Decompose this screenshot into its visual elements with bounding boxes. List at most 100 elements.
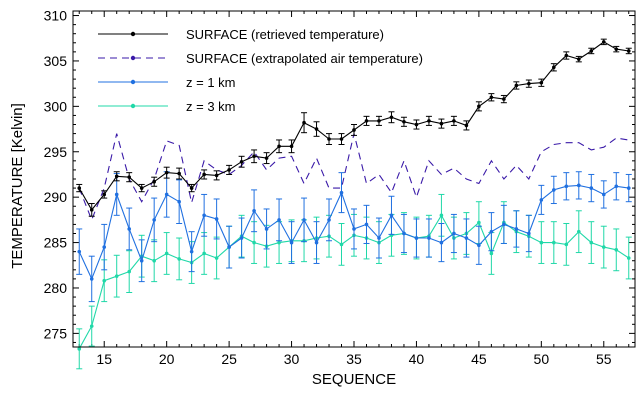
series-0-point	[227, 168, 231, 172]
y-tick-label: 285	[44, 235, 68, 251]
series-0-point	[114, 174, 119, 179]
series-2-point	[564, 184, 569, 189]
series-2-point	[339, 190, 344, 195]
series-2-point	[189, 249, 194, 254]
legend-swatch-marker	[130, 103, 136, 109]
y-tick-label: 280	[44, 280, 68, 296]
series-2-point	[239, 236, 244, 240]
series-0-point	[527, 81, 531, 86]
series-2-point	[514, 227, 519, 231]
plot-frame	[72, 10, 636, 348]
series-0-point	[601, 40, 606, 44]
series-0-point	[377, 119, 381, 123]
series-3-point	[277, 240, 281, 245]
x-tick-label: 50	[534, 351, 550, 367]
legend-label: SURFACE (extrapolated air temperature)	[186, 51, 423, 66]
legend-label: SURFACE (retrieved temperature)	[186, 27, 384, 42]
series-0-point	[564, 53, 569, 58]
series-0-point	[289, 144, 294, 149]
x-tick-label: 30	[284, 351, 300, 367]
series-2-point	[264, 227, 269, 231]
series-2-point	[552, 188, 556, 192]
series-2-point	[139, 258, 144, 263]
series-2-point	[626, 186, 631, 190]
series-0-point	[102, 192, 107, 197]
x-tick-label: 35	[346, 351, 362, 367]
plot-area: 15 20 25 30 35 40 45 50 55 275 280 285 290 295 300 305 3…	[44, 8, 635, 370]
y-axis-title: TEMPERATURE [Kelvin]	[9, 103, 26, 269]
series-0-point	[427, 119, 431, 123]
series-2-point	[502, 222, 506, 227]
series-0-point	[352, 128, 356, 132]
series-0-point	[502, 97, 506, 101]
series-0-point	[189, 186, 194, 190]
x-tick-label: 55	[596, 351, 612, 367]
series-2-point	[164, 192, 169, 197]
series-3-point	[202, 251, 206, 256]
series-2-point	[377, 236, 381, 240]
series-0-point	[439, 121, 444, 126]
series-2-point	[327, 218, 331, 222]
series-3-point	[89, 324, 94, 328]
y-tick-label: 310	[44, 8, 68, 24]
series-2-point	[202, 213, 206, 218]
series-3-point	[127, 269, 131, 274]
series-0-point	[152, 179, 156, 184]
series-2-point	[477, 243, 481, 248]
series-2-point	[427, 236, 431, 240]
series-2-point	[589, 186, 594, 190]
series-3-point	[439, 213, 444, 218]
series-3-point	[539, 240, 544, 245]
x-tick-label: 15	[96, 351, 112, 367]
series-2-point	[402, 231, 406, 236]
series-3-point	[214, 256, 219, 260]
series-0-point	[177, 171, 181, 176]
series-2-point	[364, 222, 369, 227]
series-3-point	[77, 347, 82, 351]
series-0-point	[452, 119, 456, 123]
series-0-point	[277, 144, 281, 149]
series-2-point	[614, 184, 619, 189]
series-2-point	[601, 192, 606, 197]
series-0-point	[364, 119, 369, 123]
series-2-point	[227, 245, 231, 249]
y-tick-label: 275	[44, 325, 68, 341]
series-2-point	[527, 231, 531, 236]
series-2-point	[414, 236, 419, 240]
series-3-point	[564, 242, 569, 247]
series-2-point	[177, 199, 181, 204]
series-0-point	[314, 127, 319, 131]
series-0-point	[214, 173, 219, 178]
series-0-point	[302, 120, 306, 125]
series-0-point	[539, 80, 544, 85]
series-3-point	[601, 245, 606, 249]
series-0-point	[626, 49, 631, 53]
series-2-point	[277, 218, 281, 222]
series-3-point	[177, 257, 181, 261]
series-2-point	[302, 218, 306, 222]
series-0-point	[477, 104, 481, 109]
x-tick-label: 25	[221, 351, 237, 367]
series-0-point	[139, 186, 144, 190]
series-0-point	[464, 123, 469, 128]
series-0-point	[577, 57, 581, 61]
legend-swatch-marker	[130, 55, 136, 61]
series-0-point	[414, 122, 419, 127]
series-0-point	[327, 137, 331, 141]
x-tick-label: 20	[159, 351, 175, 367]
series-3-point	[552, 240, 556, 245]
series-3-point	[577, 229, 581, 234]
series-3-point	[614, 248, 619, 252]
series-0-point	[402, 119, 406, 124]
y-tick-label: 305	[44, 53, 68, 69]
series-0-point	[164, 170, 169, 175]
series-0-point	[489, 95, 494, 100]
series-2-point	[352, 227, 356, 231]
series-0-point	[552, 65, 556, 70]
series-2-point	[389, 213, 394, 218]
legend-swatch-marker	[130, 79, 136, 85]
series-2-point	[314, 240, 319, 245]
y-tick-label: 290	[44, 189, 68, 205]
series-0-point	[264, 156, 269, 160]
series-0-point	[77, 186, 82, 190]
